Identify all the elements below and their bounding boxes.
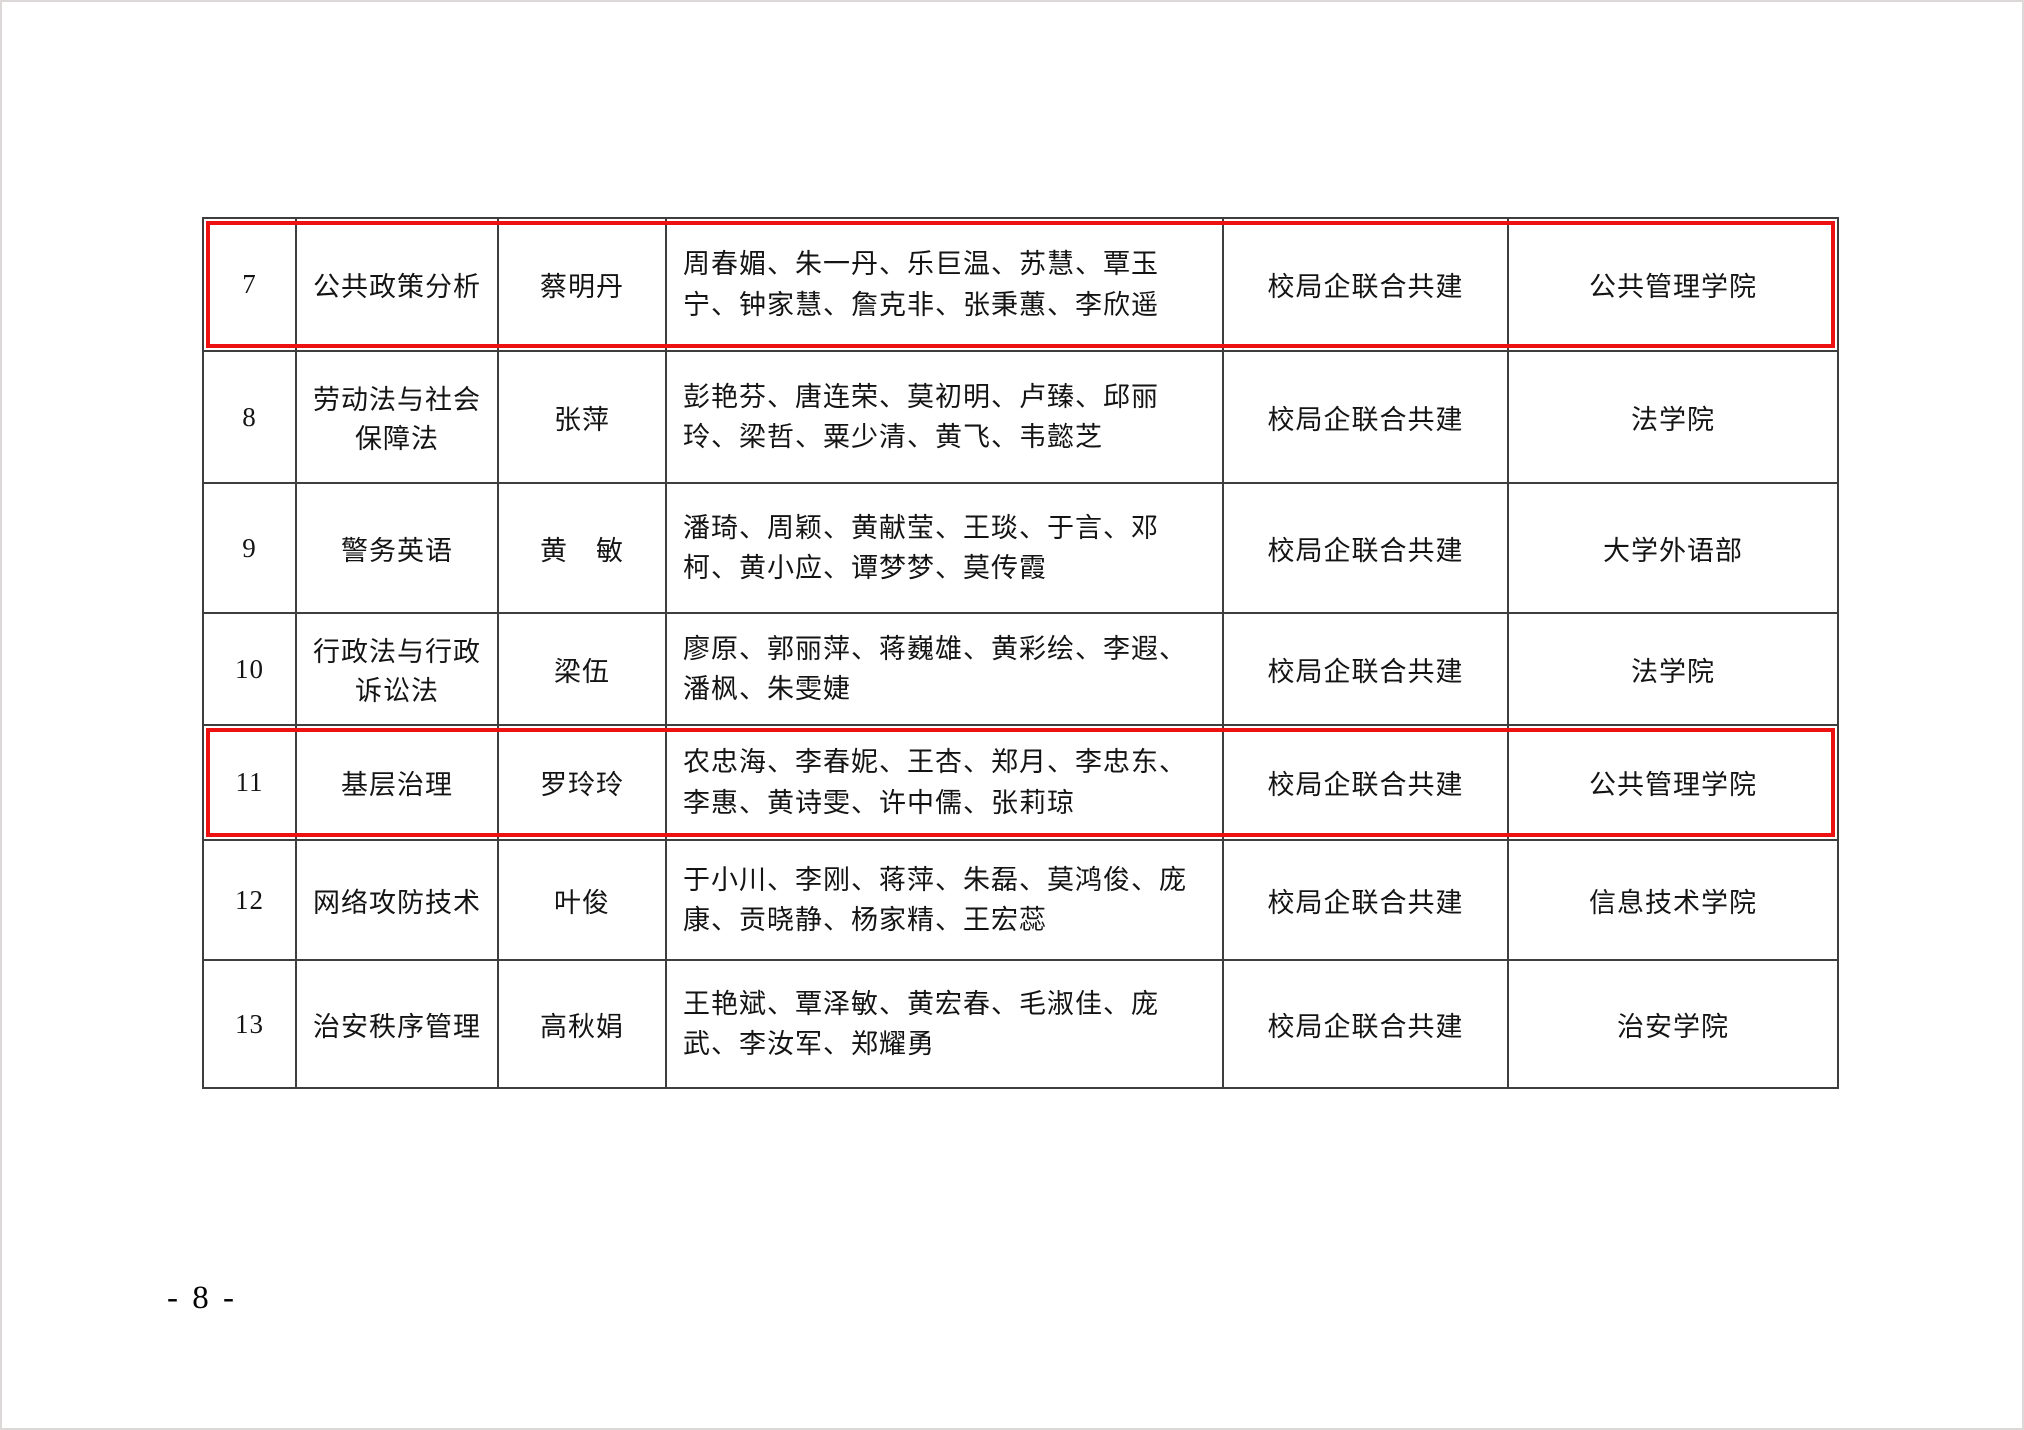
page-number: - 8 - <box>167 1280 237 1316</box>
team-members-cell: 周春媚、朱一丹、乐巨温、苏慧、覃玉宁、钟家慧、詹克非、张秉蕙、李欣遥 <box>665 217 1224 352</box>
row-number-cell: 13 <box>202 959 297 1089</box>
team-members-cell: 潘琦、周颖、黄献莹、王琰、于言、邓柯、黄小应、谭梦梦、莫传霞 <box>665 482 1224 614</box>
college-cell: 法学院 <box>1507 612 1839 726</box>
table-row: 9 警务英语 黄 敏 潘琦、周颖、黄献莹、王琰、于言、邓柯、黄小应、谭梦梦、莫传… <box>202 482 1839 614</box>
highlighted-table-row: 11 基层治理 罗玲玲 农忠海、李春妮、王杏、郑月、李忠东、李惠、黄诗雯、许中儒… <box>202 724 1839 841</box>
college-cell: 大学外语部 <box>1507 482 1839 614</box>
course-team-table: 7 公共政策分析 蔡明丹 周春媚、朱一丹、乐巨温、苏慧、覃玉宁、钟家慧、詹克非、… <box>202 217 1839 1089</box>
college-cell: 治安学院 <box>1507 959 1839 1089</box>
course-leader-cell: 罗玲玲 <box>497 724 667 841</box>
row-number-cell: 7 <box>202 217 297 352</box>
college-cell: 法学院 <box>1507 350 1839 484</box>
table-row: 13 治安秩序管理 高秋娟 王艳斌、覃泽敏、黄宏春、毛淑佳、庞武、李汝军、郑耀勇… <box>202 959 1839 1089</box>
team-members-cell: 农忠海、李春妮、王杏、郑月、李忠东、李惠、黄诗雯、许中儒、张莉琼 <box>665 724 1224 841</box>
row-number-cell: 11 <box>202 724 297 841</box>
table-row: 10 行政法与行政诉讼法 梁伍 廖原、郭丽萍、蒋巍雄、黄彩绘、李遐、潘枫、朱雯婕… <box>202 612 1839 726</box>
table-row: 12 网络攻防技术 叶俊 于小川、李刚、蒋萍、朱磊、莫鸿俊、庞康、贡晓静、杨家精… <box>202 839 1839 961</box>
course-name-cell: 劳动法与社会保障法 <box>295 350 499 484</box>
table-body: 7 公共政策分析 蔡明丹 周春媚、朱一丹、乐巨温、苏慧、覃玉宁、钟家慧、詹克非、… <box>202 217 1839 1089</box>
course-name-cell: 基层治理 <box>295 724 499 841</box>
course-leader-cell: 张萍 <box>497 350 667 484</box>
table-row: 8 劳动法与社会保障法 张萍 彭艳芬、唐连荣、莫初明、卢臻、邱丽玲、梁哲、粟少清… <box>202 350 1839 484</box>
course-name-cell: 行政法与行政诉讼法 <box>295 612 499 726</box>
course-leader-cell: 高秋娟 <box>497 959 667 1089</box>
course-name-cell: 公共政策分析 <box>295 217 499 352</box>
college-cell: 信息技术学院 <box>1507 839 1839 961</box>
build-type-cell: 校局企联合共建 <box>1222 839 1509 961</box>
course-leader-cell: 梁伍 <box>497 612 667 726</box>
college-cell: 公共管理学院 <box>1507 724 1839 841</box>
row-number-cell: 12 <box>202 839 297 961</box>
build-type-cell: 校局企联合共建 <box>1222 350 1509 484</box>
highlighted-table-row: 7 公共政策分析 蔡明丹 周春媚、朱一丹、乐巨温、苏慧、覃玉宁、钟家慧、詹克非、… <box>202 217 1839 352</box>
build-type-cell: 校局企联合共建 <box>1222 217 1509 352</box>
row-number-cell: 8 <box>202 350 297 484</box>
course-name-cell: 警务英语 <box>295 482 499 614</box>
course-name-cell: 治安秩序管理 <box>295 959 499 1089</box>
build-type-cell: 校局企联合共建 <box>1222 612 1509 726</box>
build-type-cell: 校局企联合共建 <box>1222 482 1509 614</box>
row-number-cell: 10 <box>202 612 297 726</box>
row-number-cell: 9 <box>202 482 297 614</box>
team-members-cell: 王艳斌、覃泽敏、黄宏春、毛淑佳、庞武、李汝军、郑耀勇 <box>665 959 1224 1089</box>
build-type-cell: 校局企联合共建 <box>1222 959 1509 1089</box>
build-type-cell: 校局企联合共建 <box>1222 724 1509 841</box>
team-members-cell: 廖原、郭丽萍、蒋巍雄、黄彩绘、李遐、潘枫、朱雯婕 <box>665 612 1224 726</box>
course-name-cell: 网络攻防技术 <box>295 839 499 961</box>
team-members-cell: 彭艳芬、唐连荣、莫初明、卢臻、邱丽玲、梁哲、粟少清、黄飞、韦懿芝 <box>665 350 1224 484</box>
course-leader-cell: 叶俊 <box>497 839 667 961</box>
college-cell: 公共管理学院 <box>1507 217 1839 352</box>
course-leader-cell: 蔡明丹 <box>497 217 667 352</box>
course-leader-cell: 黄 敏 <box>497 482 667 614</box>
team-members-cell: 于小川、李刚、蒋萍、朱磊、莫鸿俊、庞康、贡晓静、杨家精、王宏蕊 <box>665 839 1224 961</box>
